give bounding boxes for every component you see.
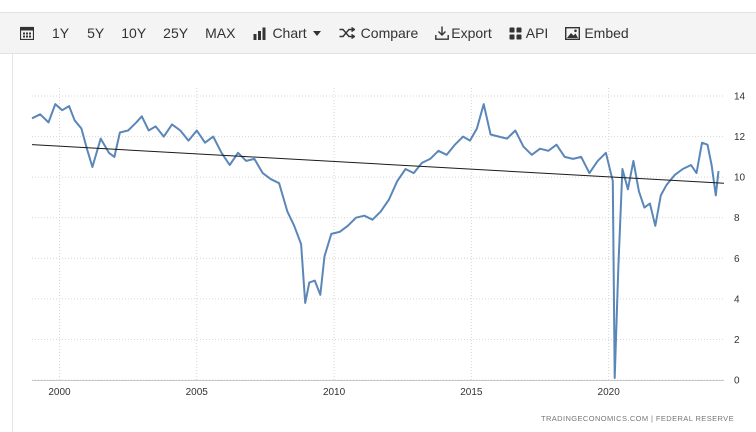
- grid-icon: [509, 27, 522, 39]
- range-max-button[interactable]: MAX: [205, 13, 235, 53]
- range-25y-label: 25Y: [163, 25, 189, 41]
- compare-button[interactable]: Compare: [339, 13, 419, 53]
- x-tick-label: 2020: [598, 387, 621, 398]
- x-tick-label: 2015: [460, 387, 483, 398]
- export-button[interactable]: Export: [435, 13, 492, 53]
- range-1y-button[interactable]: 1Y: [52, 13, 69, 53]
- x-tick-label: 2010: [323, 387, 346, 398]
- y-tick-label: 10: [734, 173, 746, 184]
- x-tick-label: 2000: [48, 387, 71, 398]
- export-label: Export: [451, 25, 492, 41]
- range-10y-button[interactable]: 10Y: [121, 13, 146, 53]
- caret-down-icon: [312, 30, 321, 36]
- chart-type-dropdown[interactable]: Chart: [253, 13, 321, 53]
- trend-line: [31, 144, 725, 184]
- range-25y-button[interactable]: 25Y: [163, 13, 188, 53]
- image-icon: [565, 26, 581, 40]
- x-tick-label: 2005: [186, 387, 209, 398]
- embed-label: Embed: [584, 25, 629, 41]
- y-tick-label: 6: [734, 254, 740, 265]
- y-tick-label: 12: [734, 132, 746, 143]
- calendar-button[interactable]: [20, 13, 34, 53]
- chart-type-label: Chart: [272, 25, 307, 41]
- compare-label: Compare: [360, 25, 419, 41]
- y-tick-label: 4: [734, 294, 740, 305]
- y-tick-label: 14: [734, 92, 746, 103]
- frame-border: [12, 54, 13, 432]
- bar-chart-icon: [253, 27, 266, 40]
- calendar-icon: [20, 26, 34, 40]
- embed-button[interactable]: Embed: [565, 13, 629, 53]
- range-1y-label: 1Y: [52, 25, 70, 41]
- y-tick-label: 8: [734, 213, 740, 224]
- shuffle-icon: [339, 27, 355, 39]
- source-credit: TRADINGECONOMICS.COM | FEDERAL RESERVE: [540, 414, 734, 423]
- chart-toolbar: 1Y 5Y 10Y 25Y MAX Chart Compare Export: [0, 12, 756, 54]
- api-label: API: [525, 25, 549, 41]
- range-5y-label: 5Y: [87, 25, 105, 41]
- series-line: [31, 103, 720, 379]
- range-max-label: MAX: [205, 25, 236, 41]
- range-10y-label: 10Y: [121, 25, 147, 41]
- y-tick-label: 0: [734, 376, 740, 387]
- y-tick-label: 2: [734, 335, 740, 346]
- api-button[interactable]: API: [509, 13, 549, 53]
- range-5y-button[interactable]: 5Y: [87, 13, 104, 53]
- download-icon: [435, 26, 450, 40]
